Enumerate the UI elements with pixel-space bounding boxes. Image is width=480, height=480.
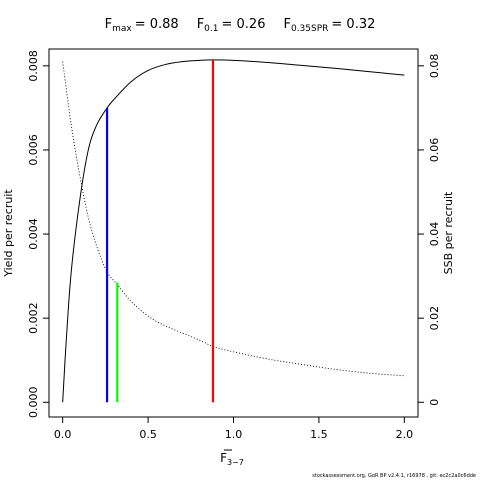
y-left-tick-label: 0.002 xyxy=(27,302,40,334)
y-axis-left-label: Yield per recruit xyxy=(2,189,15,278)
x-tick-label: 1.5 xyxy=(310,428,328,441)
x-axis-label: F3−7 xyxy=(220,451,244,467)
x-axis-label-main: F xyxy=(220,451,227,465)
title-fspr-subscript: 0.35SPR xyxy=(291,24,328,34)
title-f01-value: = 0.26 xyxy=(222,17,266,32)
y-left-tick-label: 0.006 xyxy=(27,134,40,166)
y-axis-right-label: SSB per recruit xyxy=(442,191,455,274)
reference-lines xyxy=(105,59,215,403)
y-right-tick-label: 0 xyxy=(428,399,441,406)
title-f01-subscript: 0.1 xyxy=(204,24,218,34)
y-left-tick-label: 0.004 xyxy=(27,218,40,250)
y-right-tick-label: 0.08 xyxy=(428,54,441,79)
y-right-tick-label: 0.02 xyxy=(428,306,441,331)
y-left-tick-label: 0.008 xyxy=(27,50,40,82)
y-left-tick-label: 0.000 xyxy=(27,387,40,419)
chart-title: Fmax = 0.88 F0.1 = 0.26 F0.35SPR = 0.32 xyxy=(105,17,376,34)
y-right-tick-label: 0.04 xyxy=(428,222,441,247)
yield-per-recruit-line xyxy=(62,59,405,403)
series-layer xyxy=(62,59,405,403)
footnote: stockassessment.org, GoR BP v2.4.1, r169… xyxy=(312,473,476,479)
ssb-per-recruit-line xyxy=(62,61,405,377)
x-tick-label: 0.5 xyxy=(139,428,157,441)
x-tick-label: 0.0 xyxy=(54,428,72,441)
x-axis-label-sub: 3−7 xyxy=(227,458,244,467)
title-fmax-symbol: F xyxy=(105,17,112,32)
y-axis-right: 0 0.02 0.04 0.06 0.08 xyxy=(418,54,441,406)
title-fspr-symbol: F xyxy=(283,17,290,32)
title-fmax-value: = 0.88 xyxy=(135,17,179,32)
title-fspr-value: = 0.32 xyxy=(331,17,375,32)
x-tick-label: 2.0 xyxy=(396,428,414,441)
title-fmax-subscript: max xyxy=(112,24,132,34)
y-right-tick-label: 0.06 xyxy=(428,138,441,163)
y-axis-left: 0.000 0.002 0.004 0.006 0.008 xyxy=(27,50,49,418)
x-tick-label: 1.0 xyxy=(225,428,243,441)
title-f01-symbol: F xyxy=(197,17,204,32)
x-axis: 0.0 0.5 1.0 1.5 2.0 xyxy=(54,417,413,441)
